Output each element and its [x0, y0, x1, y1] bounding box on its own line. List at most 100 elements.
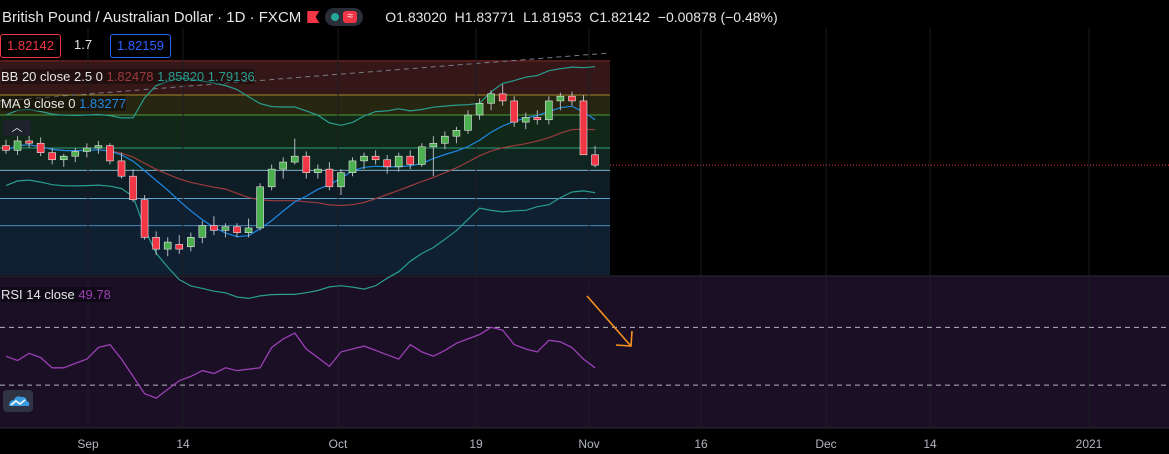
- rsi-name: RSI 14 close: [1, 287, 75, 302]
- buy-price-button[interactable]: 1.82159: [110, 34, 171, 58]
- low-label: L: [523, 9, 531, 25]
- open-value: 1.83020: [396, 9, 447, 25]
- symbol-title[interactable]: British Pound / Australian Dollar · 1D ·…: [2, 8, 302, 26]
- tradingview-logo-icon[interactable]: [3, 390, 33, 412]
- close-label: C: [589, 9, 600, 25]
- high-value: 1.83771: [464, 9, 516, 25]
- rsi-value: 49.78: [78, 287, 111, 302]
- down-arrow-annotation: [586, 295, 631, 346]
- fib-levels: [0, 52, 1169, 275]
- bollinger-bands: [5, 66, 596, 300]
- time-axis-tick: 2021: [1075, 437, 1103, 451]
- change-value: −0.00878 (−0.48%): [657, 9, 778, 25]
- candle-down: [48, 152, 57, 161]
- candle-down: [579, 100, 588, 156]
- time-axis-tick: Nov: [578, 437, 600, 451]
- fib-zone: [0, 115, 610, 148]
- candle-down: [36, 142, 45, 153]
- candle-down: [325, 168, 334, 188]
- candle-up: [94, 145, 103, 149]
- candle-down: [498, 93, 507, 102]
- rsi-line: [5, 326, 596, 399]
- time-axis-tick: 14: [176, 437, 190, 451]
- candle-up: [521, 117, 530, 123]
- candles: [2, 84, 599, 257]
- time-axis-tick: Oct: [328, 437, 348, 451]
- candle-down: [106, 145, 114, 162]
- bb-basis-value: 1.82478: [106, 69, 154, 84]
- bb-lower-value: 1.79136: [207, 69, 255, 84]
- candle-up: [441, 135, 449, 144]
- spread-value: 1.7: [74, 37, 93, 52]
- candle-up: [71, 151, 80, 157]
- candle-up: [13, 140, 22, 151]
- bb-name: BB 20 close 2.5 0: [1, 69, 103, 84]
- candle-down: [117, 160, 126, 177]
- candle-down: [371, 155, 380, 161]
- close-value: 1.82142: [599, 9, 650, 25]
- time-axis-tick: 14: [923, 437, 937, 451]
- candle-down: [175, 244, 184, 250]
- fib-zone: [0, 95, 610, 116]
- candle-up: [279, 161, 288, 170]
- candle-down: [406, 155, 415, 165]
- candle-up: [417, 146, 426, 165]
- annotations[interactable]: [586, 295, 633, 347]
- rsi-legend[interactable]: RSI 14 close 49.78: [1, 287, 111, 302]
- bb-upper-line: [5, 66, 596, 126]
- candle-up: [244, 227, 253, 233]
- market-status-pill[interactable]: ≈: [325, 8, 364, 26]
- candle-up: [360, 155, 368, 162]
- candle-up: [267, 168, 276, 188]
- fib-zone: [0, 60, 610, 96]
- candle-down: [2, 145, 10, 151]
- time-axis-tick: Sep: [77, 437, 99, 451]
- market-status-dot-icon: [331, 13, 340, 21]
- fib-zone: [0, 170, 610, 199]
- bb-legend[interactable]: BB 20 close 2.5 0 1.82478 1.85820 1.7913…: [1, 69, 255, 84]
- candle-down: [152, 237, 160, 250]
- open-label: O: [385, 9, 397, 25]
- bb-lower-line: [5, 179, 596, 300]
- fib-zone: [0, 198, 610, 226]
- candle-up: [83, 147, 91, 152]
- candle-up: [464, 114, 472, 131]
- candle-up: [487, 93, 495, 104]
- ma-value: 1.83277: [79, 96, 127, 111]
- rsi-pane-bg: [0, 276, 1169, 428]
- grid-lines: [87, 28, 1090, 428]
- time-axis-tick: 19: [469, 437, 483, 451]
- candle-up: [337, 172, 345, 188]
- candle-down: [129, 175, 137, 201]
- candle-up: [452, 130, 461, 137]
- candle-down: [568, 95, 576, 102]
- low-value: 1.81953: [530, 9, 582, 25]
- candle-up: [556, 95, 565, 102]
- candle-up: [314, 168, 322, 173]
- candle-up: [59, 155, 68, 161]
- time-axis-tick: 16: [694, 437, 708, 451]
- candle-down: [25, 140, 33, 144]
- candle-up: [545, 100, 553, 121]
- ma-line: [5, 105, 596, 238]
- symbol-header[interactable]: British Pound / Australian Dollar · 1D ·…: [2, 7, 778, 27]
- candle-up: [221, 226, 230, 231]
- alert-wave-icon: ≈: [343, 11, 358, 23]
- bb-upper-value: 1.85820: [157, 69, 205, 84]
- collapse-chevron-icon[interactable]: ︿: [3, 120, 31, 136]
- candle-up: [475, 102, 484, 116]
- candle-up: [163, 241, 172, 250]
- candle-down: [591, 154, 599, 166]
- candle-up: [256, 186, 264, 229]
- ma-legend[interactable]: MA 9 close 0 1.83277: [1, 96, 127, 111]
- ma-name: MA 9 close 0: [1, 96, 76, 111]
- rsi-pane: [0, 326, 1169, 399]
- candle-up: [348, 160, 357, 173]
- candle-up: [429, 142, 438, 148]
- candle-down: [302, 155, 311, 173]
- candle-down: [383, 159, 391, 168]
- high-label: H: [454, 9, 465, 25]
- sell-price-button[interactable]: 1.82142: [0, 34, 61, 58]
- flag-icon[interactable]: [307, 11, 320, 23]
